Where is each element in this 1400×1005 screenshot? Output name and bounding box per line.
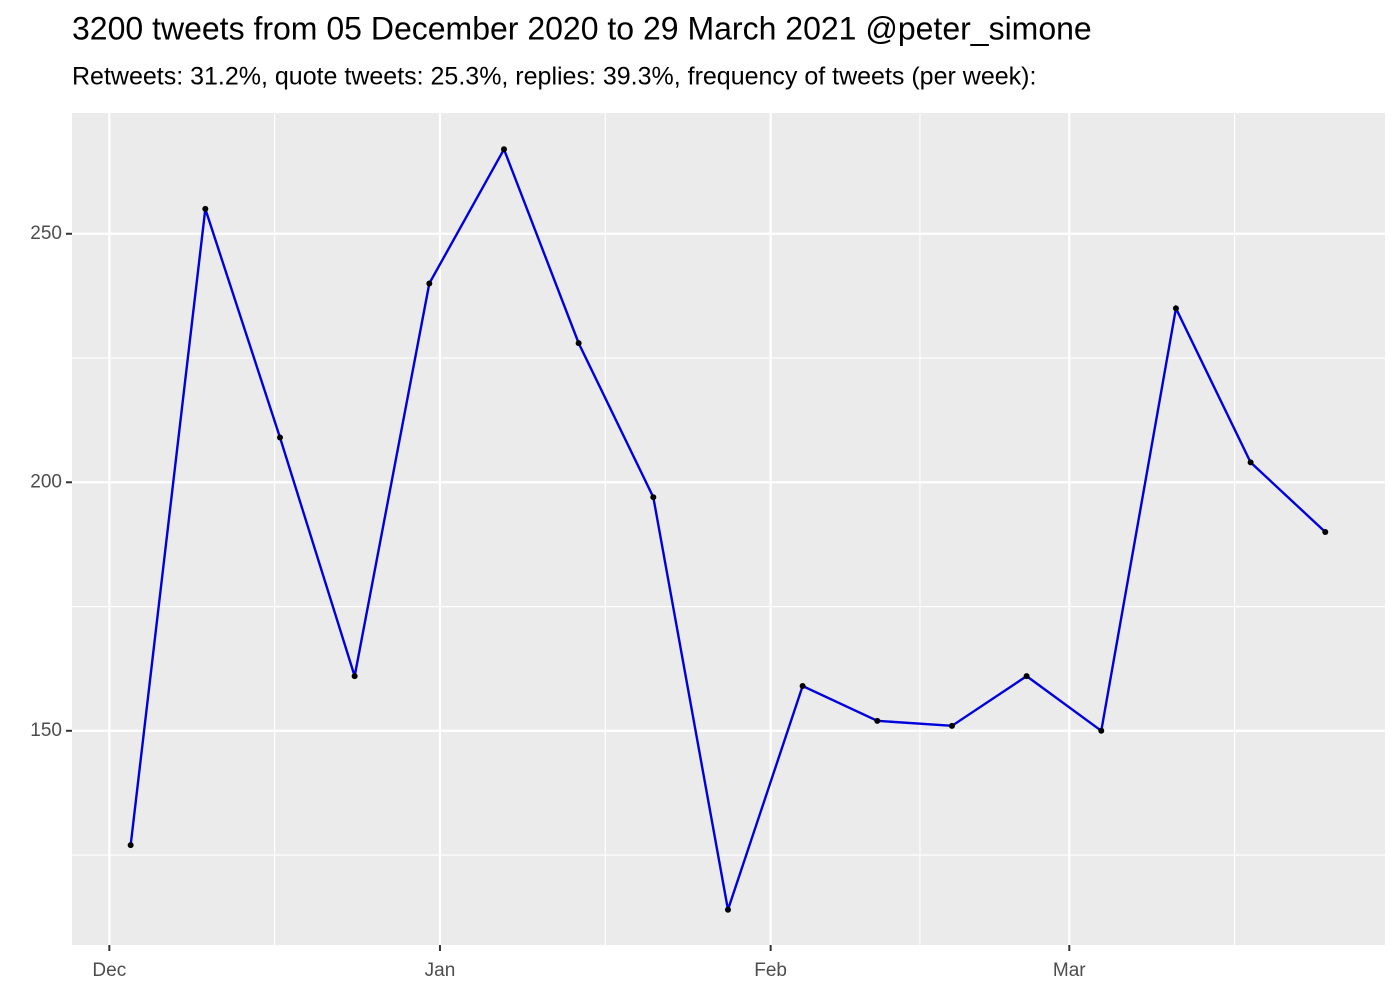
point bbox=[1023, 673, 1030, 680]
x-tick-label: Mar bbox=[1053, 960, 1086, 981]
point bbox=[351, 673, 358, 680]
x-tick-label: Feb bbox=[754, 960, 787, 981]
x-tick-label: Dec bbox=[92, 960, 126, 981]
point bbox=[426, 280, 433, 287]
point bbox=[1172, 305, 1179, 312]
x-tick-label: Jan bbox=[425, 960, 456, 981]
point bbox=[874, 717, 881, 724]
point bbox=[948, 722, 955, 729]
panel bbox=[72, 113, 1385, 945]
point bbox=[500, 146, 507, 153]
point bbox=[575, 340, 582, 347]
point bbox=[202, 205, 209, 212]
point bbox=[1247, 459, 1254, 466]
y-tick-label: 200 bbox=[30, 471, 62, 492]
chart-title: 3200 tweets from 05 December 2020 to 29 … bbox=[72, 10, 1092, 46]
y-tick-label: 250 bbox=[30, 223, 62, 244]
chart-subtitle: Retweets: 31.2%, quote tweets: 25.3%, re… bbox=[72, 63, 1036, 91]
point bbox=[276, 434, 283, 441]
point bbox=[799, 683, 806, 690]
point bbox=[724, 906, 731, 913]
point bbox=[650, 494, 657, 501]
point bbox=[127, 842, 134, 849]
point bbox=[1098, 727, 1105, 734]
y-tick-label: 150 bbox=[30, 720, 62, 741]
point bbox=[1322, 528, 1329, 535]
